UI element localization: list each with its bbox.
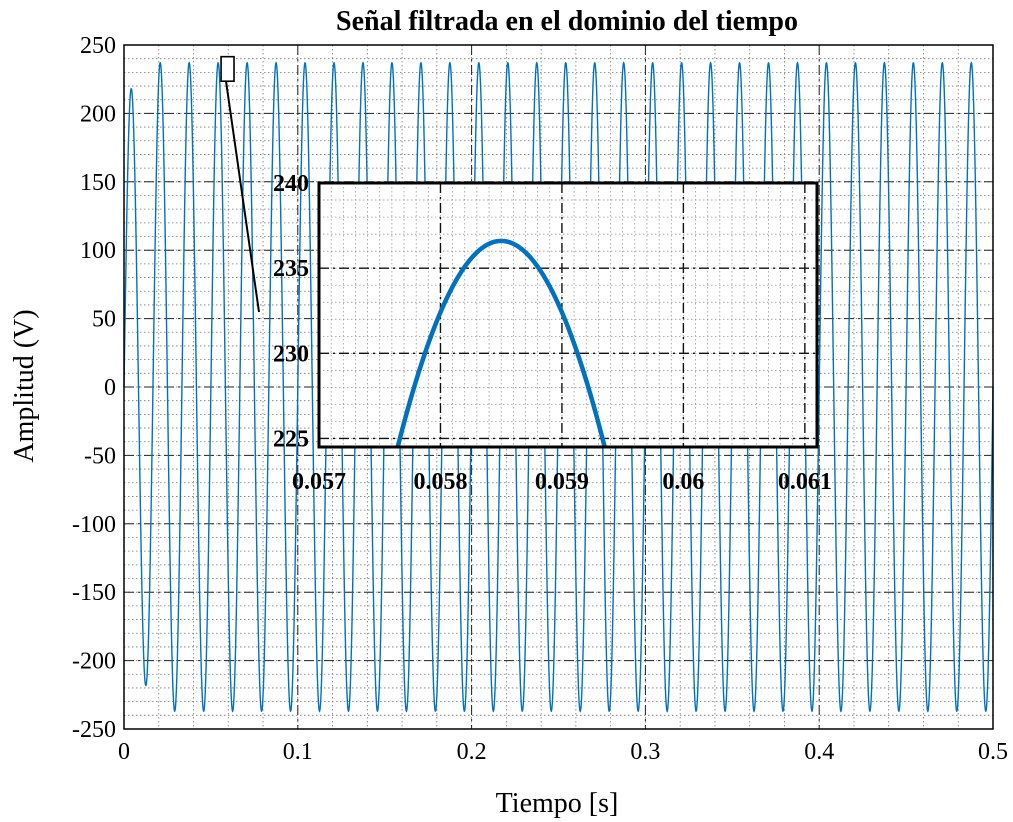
- y-axis-label: Amplitud (V): [9, 309, 40, 462]
- zoom-connector: [225, 81, 260, 313]
- inset-x-tick-label: 0.057: [292, 469, 346, 495]
- x-tick-label: 0.3: [630, 739, 660, 765]
- x-tick-label: 0.4: [804, 739, 834, 765]
- zoom-inset: 0.057 0.058 0.059 0.06 0.061 240 235 230 225: [273, 171, 832, 495]
- y-tick-label: 150: [80, 170, 116, 196]
- x-tick-label: 0.1: [283, 739, 313, 765]
- y-tick-label: -50: [84, 443, 116, 469]
- y-tick-label: -100: [72, 512, 116, 538]
- inset-signal-line: [395, 238, 608, 447]
- inset-y-tick-label: 225: [273, 426, 309, 452]
- x-tick-label: 0.2: [457, 739, 487, 765]
- y-tick-label: -200: [72, 649, 116, 675]
- y-tick-label: -150: [72, 580, 116, 606]
- zoom-marker: [220, 55, 260, 313]
- inset-y-tick-label: 235: [273, 256, 309, 282]
- y-tick-label: 250: [80, 33, 116, 59]
- inset-x-tick-label: 0.06: [662, 469, 704, 495]
- y-tick-label: 50: [92, 307, 116, 333]
- chart-title: Señal filtrada en el dominio del tiempo: [336, 6, 798, 37]
- y-tick-label: -250: [72, 717, 116, 743]
- zoom-box: [220, 55, 235, 83]
- y-tick-label: 100: [80, 238, 116, 264]
- main-grid: [123, 44, 994, 730]
- inset-x-tick-label: 0.058: [413, 469, 467, 495]
- x-axis-label: Tiempo [s]: [496, 788, 619, 819]
- y-tick-label: 0: [104, 375, 116, 401]
- inset-background: [319, 183, 817, 447]
- main-ticks: 0 0.1 0.2 0.3 0.4 0.5 250 200 150 100 50 0 -50 -100 -1…: [72, 33, 1008, 765]
- inset-x-tick-label: 0.061: [778, 469, 832, 495]
- x-tick-label: 0.5: [978, 739, 1008, 765]
- inset-frame: [317, 181, 819, 449]
- inset-y-tick-label: 240: [273, 171, 309, 197]
- y-tick-label: 200: [80, 101, 116, 127]
- inset-y-tick-label: 230: [273, 341, 309, 367]
- inset-x-tick-label: 0.059: [535, 469, 589, 495]
- plot-frame: [123, 44, 994, 730]
- x-tick-label: 0: [118, 739, 130, 765]
